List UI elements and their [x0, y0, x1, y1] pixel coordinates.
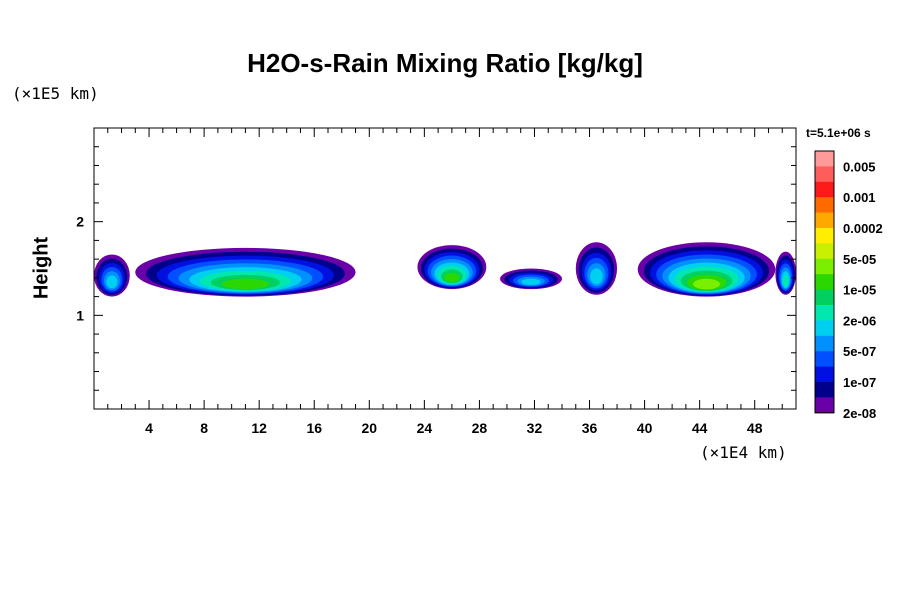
- time-label: t=5.1e+06 s: [806, 126, 871, 140]
- colorbar-swatch: [815, 258, 834, 275]
- rain-cell: [637, 242, 776, 297]
- x-tick-label: 16: [306, 420, 322, 436]
- colorbar-swatch: [815, 243, 834, 260]
- colorbar-swatch: [815, 305, 834, 321]
- colorbar: 0.005 0.001 0.0002 5e-05 1e-05 2e-06 5e-07 1e-0…: [814, 150, 883, 421]
- rain-contour: [521, 278, 541, 286]
- colorbar-swatch: [815, 274, 834, 291]
- colorbar-label: 5e-05: [843, 252, 876, 267]
- x-tick-label: 20: [362, 420, 378, 436]
- colorbar-swatch: [815, 366, 834, 383]
- colorbar-label: 0.0002: [843, 221, 883, 236]
- rain-contour: [782, 275, 789, 287]
- x-tick-label: 12: [251, 420, 267, 436]
- x-scale-label: (×1E4 km): [700, 443, 787, 462]
- colorbar-label: 0.005: [843, 159, 876, 174]
- colorbar-label: 1e-05: [843, 283, 876, 298]
- colorbar-swatch: [815, 382, 834, 398]
- x-tick-label: 44: [692, 420, 708, 436]
- x-tick-label: 48: [747, 420, 763, 436]
- colorbar-label: 1e-07: [843, 375, 876, 390]
- colorbar-swatch: [815, 151, 834, 167]
- colorbar-swatch: [815, 228, 834, 244]
- rain-contour: [221, 278, 270, 290]
- x-tick-label: 28: [472, 420, 488, 436]
- colorbar-frame: [814, 150, 835, 414]
- colorbar-swatch: [815, 320, 834, 337]
- rain-cell: [575, 242, 618, 295]
- x-tick-label: 36: [582, 420, 598, 436]
- x-tick-label: 4: [145, 420, 153, 436]
- colorbar-swatch: [815, 181, 834, 198]
- rain-cell: [500, 268, 562, 290]
- plot-frame: [93, 127, 797, 410]
- rain-contour: [590, 268, 603, 285]
- colorbar-swatch: [815, 289, 834, 306]
- y-scale-label: (×1E5 km): [12, 84, 99, 103]
- x-tick-label: 40: [637, 420, 653, 436]
- rain-contour: [693, 278, 721, 290]
- colorbar-swatch: [815, 351, 834, 368]
- colorbar-label: 2e-06: [843, 313, 876, 328]
- rain-cell: [94, 254, 130, 297]
- colorbar-swatch: [815, 397, 834, 414]
- colorbar-label: 0.001: [843, 190, 876, 205]
- x-tick-label: 32: [527, 420, 543, 436]
- rain-contour: [106, 275, 118, 289]
- rain-cell: [417, 245, 487, 290]
- colorbar-swatch: [815, 197, 834, 214]
- x-tick-label: 24: [417, 420, 433, 436]
- colorbar-label: 5e-07: [843, 344, 876, 359]
- colorbar-swatch: [815, 212, 834, 229]
- chart-title: H2O-s-Rain Mixing Ratio [kg/kg]: [247, 48, 643, 78]
- colorbar-swatch: [815, 166, 834, 183]
- colorbar-label: 2e-08: [843, 406, 876, 421]
- rain-cell: [135, 247, 356, 297]
- rain-cell: [775, 251, 796, 295]
- y-tick-label: 1: [76, 307, 84, 323]
- rain-cells-layer: [94, 242, 796, 297]
- rain-contour: [444, 272, 460, 283]
- x-tick-label: 8: [200, 420, 208, 436]
- colorbar-swatch: [815, 335, 834, 352]
- y-tick-label: 2: [76, 214, 84, 230]
